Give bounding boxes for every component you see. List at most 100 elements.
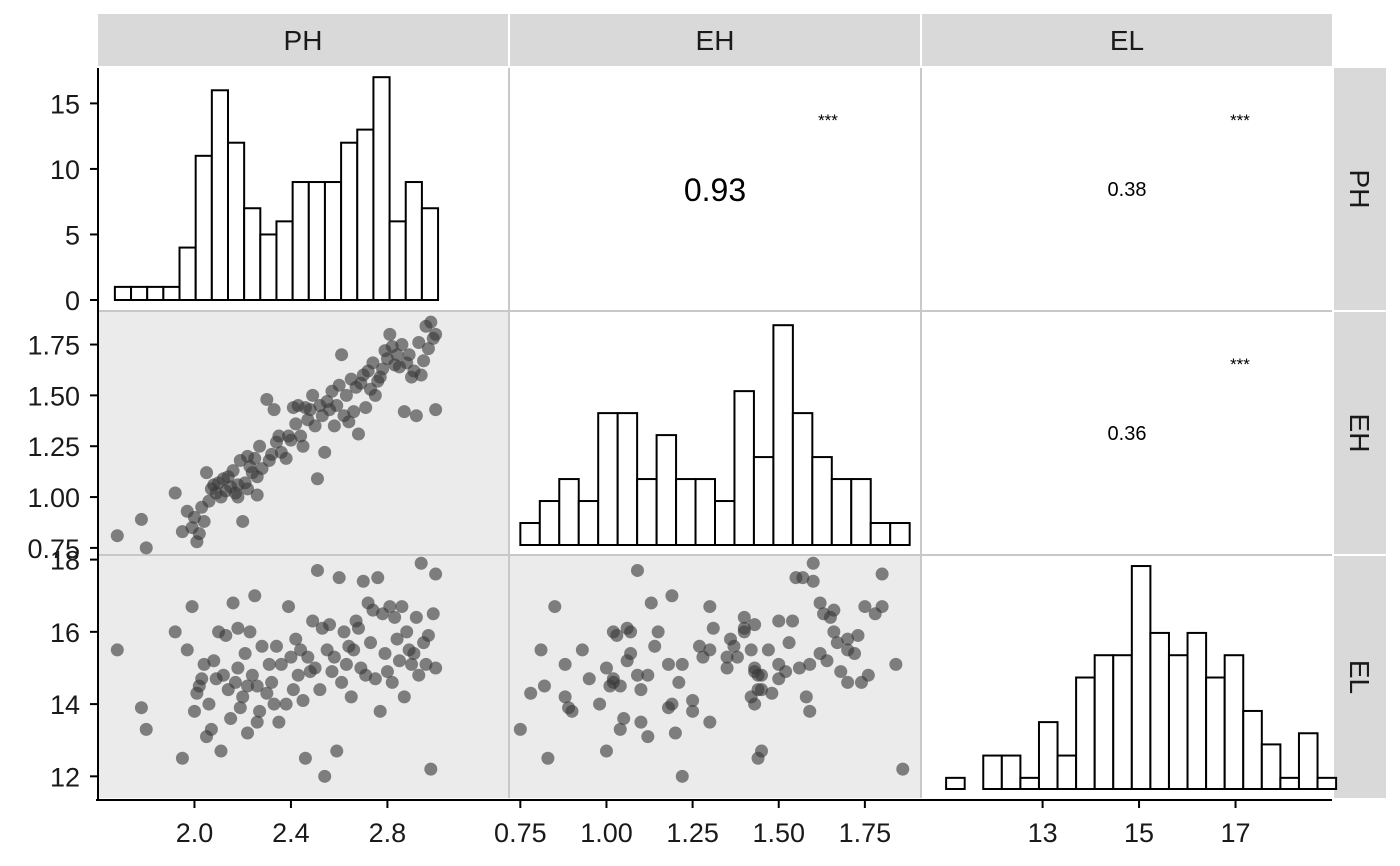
scatter-point-eh-el	[630, 668, 644, 682]
scatter-point-ph-el	[298, 751, 312, 765]
scatter-point-ph-el	[388, 610, 402, 624]
scatter-point-ph-eh	[376, 362, 390, 376]
scatter-point-ph-el	[332, 571, 346, 585]
histogram-bar-ph	[243, 207, 262, 301]
scatter-point-eh-el	[703, 715, 717, 729]
scatter-point-ph-eh	[231, 490, 245, 504]
histogram-bar-ph	[323, 181, 343, 302]
scatter-point-ph-eh	[351, 427, 365, 441]
scatter-point-ph-el	[429, 567, 443, 581]
significance-stars: ***	[1230, 355, 1250, 374]
histogram-bar-ph	[340, 141, 359, 301]
scatter-point-ph-eh	[368, 388, 382, 402]
scatter-point-ph-el	[236, 690, 250, 704]
histogram-bar-ph	[291, 181, 310, 302]
histogram-bar-el	[1112, 654, 1133, 790]
scatter-point-eh-el	[634, 683, 648, 697]
scatter-point-eh-el	[610, 628, 624, 642]
histogram-bar-ph	[178, 246, 197, 301]
y-tick-label: 5	[65, 220, 80, 250]
scatter-point-ph-eh	[417, 354, 431, 368]
scatter-point-ph-eh	[412, 336, 426, 350]
y-tick-label: 1.00	[27, 483, 80, 513]
histogram-bar-eh	[519, 522, 541, 546]
histogram-bar-el	[1297, 732, 1319, 790]
scatter-point-ph-eh	[327, 419, 341, 433]
scatter-point-ph-eh	[421, 342, 435, 356]
scatter-point-ph-el	[364, 636, 378, 650]
histogram-bar-ph	[356, 128, 375, 301]
histogram-bar-ph	[372, 76, 391, 301]
histogram-bar-el	[1037, 721, 1059, 790]
scatter-point-ph-el	[301, 650, 315, 664]
scatter-point-ph-el	[308, 661, 322, 675]
histogram-bar-el	[1242, 709, 1263, 791]
scatter-point-ph-el	[243, 625, 257, 639]
strip-top-label: PH	[284, 25, 323, 56]
histogram-bar-el	[1130, 565, 1152, 791]
histogram-bar-eh	[616, 412, 639, 547]
scatter-point-ph-el	[426, 607, 440, 621]
histogram-bar-ph	[130, 285, 149, 302]
scatter-point-ph-el	[395, 600, 409, 614]
histogram-bar-eh	[577, 500, 600, 547]
scatter-point-ph-eh	[318, 445, 332, 459]
scatter-point-ph-el	[291, 668, 305, 682]
scatter-point-ph-eh	[429, 327, 443, 341]
scatter-point-eh-el	[765, 686, 779, 700]
scatter-point-eh-el	[744, 643, 758, 657]
scatter-point-eh-el	[799, 690, 813, 704]
scatter-point-ph-eh	[236, 514, 250, 528]
histogram-bar-el	[982, 754, 1003, 791]
correlation-value: 0.38	[1108, 179, 1147, 201]
scatter-point-eh-el	[748, 618, 762, 632]
histogram-bar-ph	[307, 181, 326, 302]
x-tick-label: 2.4	[272, 818, 310, 848]
scatter-point-eh-el	[513, 722, 527, 736]
scatter-point-eh-el	[772, 614, 786, 628]
histogram-bar-el	[1186, 631, 1208, 791]
scatter-point-ph-el	[407, 647, 421, 661]
scatter-point-eh-el	[861, 668, 875, 682]
histogram-bar-ph	[404, 181, 423, 302]
scatter-point-ph-eh	[272, 429, 286, 443]
histogram-bar-el	[1223, 654, 1245, 790]
scatter-point-ph-eh	[390, 348, 404, 362]
scatter-point-ph-el	[238, 647, 252, 661]
scatter-point-eh-el	[641, 668, 655, 682]
scatter-point-ph-el	[385, 675, 399, 689]
histogram-bar-eh	[655, 434, 678, 546]
scatter-point-ph-el	[313, 683, 327, 697]
scatter-point-ph-eh	[197, 514, 211, 528]
scatter-point-ph-el	[219, 628, 233, 642]
scatter-point-ph-eh	[289, 417, 303, 431]
scatter-point-ph-el	[195, 672, 209, 686]
histogram-bar-ph	[275, 220, 294, 301]
histogram-bar-eh	[714, 500, 736, 547]
correlation-value: 0.36	[1108, 423, 1147, 445]
scatter-point-ph-el	[180, 643, 194, 657]
significance-stars: ***	[818, 111, 838, 130]
panel-ph-eh	[510, 68, 920, 310]
scatter-point-ph-eh	[168, 486, 182, 500]
scatter-point-eh-el	[806, 574, 820, 588]
scatter-point-eh-el	[648, 639, 662, 653]
scatter-point-eh-el	[868, 607, 882, 621]
scatter-point-ph-eh	[134, 512, 148, 526]
scatter-point-ph-eh	[200, 466, 214, 480]
scatter-point-ph-el	[110, 643, 124, 657]
x-tick-label: 1.00	[580, 818, 633, 848]
scatter-point-ph-el	[214, 744, 228, 758]
scatter-point-ph-el	[175, 751, 189, 765]
x-tick-label: 1.25	[666, 818, 719, 848]
strip-top-label: EL	[1110, 25, 1144, 56]
scatter-point-ph-eh	[409, 409, 423, 423]
scatter-point-ph-el	[371, 571, 385, 585]
scatter-point-ph-eh	[279, 451, 293, 465]
scatter-point-ph-eh	[429, 403, 443, 417]
x-tick-label: 15	[1124, 818, 1154, 848]
scatter-point-ph-el	[378, 647, 392, 661]
scatter-point-ph-el	[344, 690, 358, 704]
scatter-point-ph-el	[207, 654, 221, 668]
scatter-point-ph-eh	[332, 378, 346, 392]
